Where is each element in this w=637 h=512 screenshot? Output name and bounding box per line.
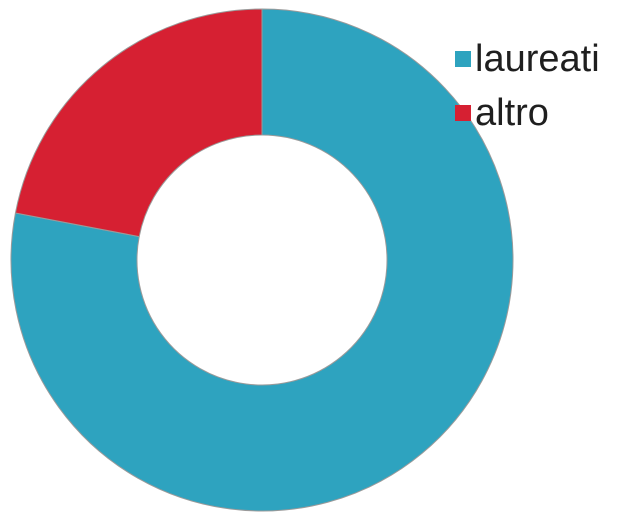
legend-item-laureati: laureati xyxy=(455,36,635,82)
donut-slice-altro xyxy=(14,8,263,238)
legend-swatch-altro xyxy=(455,105,471,121)
legend-label-laureati: laureati xyxy=(475,38,600,80)
donut-slices xyxy=(10,8,514,512)
legend-swatch-laureati xyxy=(455,51,471,67)
chart-legend: laureati altro xyxy=(455,36,635,144)
legend-item-altro: altro xyxy=(455,90,635,136)
donut-slice-laureati xyxy=(10,8,514,512)
legend-label-altro: altro xyxy=(475,92,549,134)
